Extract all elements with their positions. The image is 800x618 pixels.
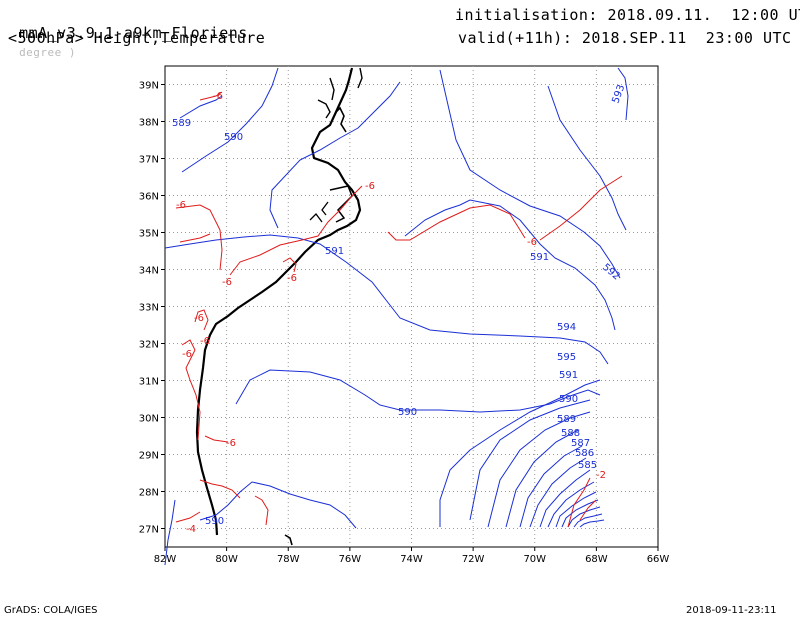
model-title-suffix: degree ) xyxy=(19,46,77,59)
temperature-contour-label: -6 xyxy=(527,237,537,248)
longitude-label: 74W xyxy=(400,554,423,565)
temperature-contour-label: -6 xyxy=(176,200,186,211)
height-contour-label: 595 xyxy=(557,352,576,363)
latitude-label: 27N xyxy=(139,525,159,536)
longitude-label: 82W xyxy=(154,554,177,565)
latitude-label: 37N xyxy=(139,155,159,166)
latitude-label: 32N xyxy=(139,340,159,351)
footer-credit: GrADS: COLA/IGES xyxy=(4,605,98,616)
latitude-label: 28N xyxy=(139,488,159,499)
temperature-contour-label: -6 xyxy=(182,349,192,360)
latitude-label: 34N xyxy=(139,266,159,277)
longitude-label: 78W xyxy=(277,554,300,565)
latitude-label: 33N xyxy=(139,303,159,314)
contour-labels: 589 590 591 590 590 591 592 593 594 595 591 590 589 5… xyxy=(172,83,627,535)
height-contour-label: 593 xyxy=(610,83,627,105)
valid-time-label: valid(+11h): 2018.SEP.11 23:00 UTC xyxy=(458,29,792,47)
longitude-label: 66W xyxy=(647,554,670,565)
height-contour-label: 591 xyxy=(559,370,578,381)
temperature-contour-label: -6 xyxy=(222,277,232,288)
temperature-contour-label: -6 xyxy=(226,438,236,449)
longitude-label: 80W xyxy=(215,554,238,565)
height-contour-label: 585 xyxy=(578,460,597,471)
latitude-label: 35N xyxy=(139,229,159,240)
latitude-label: 29N xyxy=(139,451,159,462)
latitude-label: 38N xyxy=(139,118,159,129)
height-contour-label: 590 xyxy=(205,516,224,527)
coastline xyxy=(195,67,363,546)
height-contour-label: 586 xyxy=(575,448,594,459)
height-contour-label: 590 xyxy=(398,407,417,418)
height-contour-label: 591 xyxy=(530,252,549,263)
height-contour-label: 587 xyxy=(571,438,590,449)
model-title: mmA_v3.9.1-a9km_Floriens degree ) xyxy=(0,6,248,60)
longitude-label: 68W xyxy=(585,554,608,565)
temperature-contour-label: -6 xyxy=(213,91,223,102)
height-contour-label: 594 xyxy=(557,322,576,333)
latitude-label: 36N xyxy=(139,192,159,203)
longitude-label: 70W xyxy=(523,554,546,565)
temperature-contours xyxy=(175,91,623,528)
height-contour-label: 588 xyxy=(561,428,580,439)
map-gridlines xyxy=(161,65,659,551)
model-title-text: mmA_v3.9.1-a9km_Floriens xyxy=(19,24,248,42)
height-contour-label: 591 xyxy=(325,246,344,257)
temperature-contour-label: -4 xyxy=(186,524,196,535)
temperature-contour-label: -6 xyxy=(194,313,204,324)
temperature-contour-label: -6 xyxy=(365,181,375,192)
height-contour-label: 592 xyxy=(600,262,622,283)
longitude-label: 72W xyxy=(462,554,485,565)
field-label: <500hPa> Height,Temperature xyxy=(8,29,266,47)
temperature-contour-label: -6 xyxy=(200,336,210,347)
height-contours xyxy=(164,67,629,566)
height-contour-label: 590 xyxy=(224,132,243,143)
footer-timestamp: 2018-09-11-23:11 xyxy=(686,605,777,616)
latitude-label: 31N xyxy=(139,377,159,388)
init-time-label: initialisation: 2018.09.11. 12:00 UTC xyxy=(455,6,800,24)
longitude-label: 76W xyxy=(339,554,362,565)
height-contour-label: 589 xyxy=(172,118,191,129)
latitude-label: 39N xyxy=(139,81,159,92)
temperature-contour-label: -6 xyxy=(287,273,297,284)
temperature-contour-label: -2 xyxy=(596,470,606,481)
height-contour-label: 589 xyxy=(557,414,576,425)
latitude-label: 30N xyxy=(139,414,159,425)
map-tick-labels: 82W 80W 78W 76W 74W 72W 70W 68W 66W 27N 28N 29N 30N 3… xyxy=(139,81,670,566)
height-contour-label: 590 xyxy=(559,394,578,405)
